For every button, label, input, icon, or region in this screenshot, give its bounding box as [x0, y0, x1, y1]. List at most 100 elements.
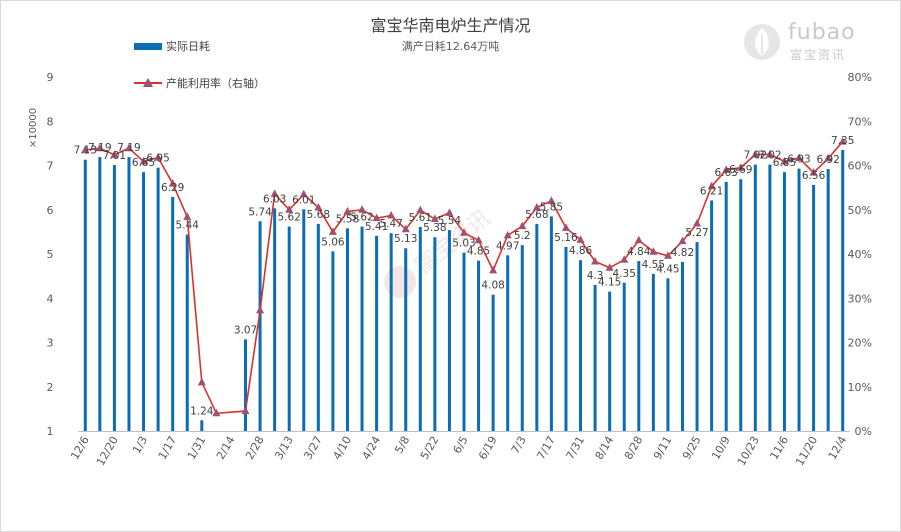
- x-tick-label: 1/17: [156, 434, 180, 462]
- utilization-marker-0: [81, 145, 90, 154]
- utilization-marker-15: [299, 189, 308, 198]
- data-label-38: 4.84: [627, 246, 651, 258]
- bar-30: [520, 245, 524, 431]
- utilization-marker-40: [663, 251, 672, 259]
- utilization-marker-52: [838, 137, 847, 145]
- utilization-marker-13: [270, 189, 279, 197]
- utilization-marker-45: [736, 163, 745, 171]
- bar-43: [710, 200, 714, 431]
- bar-36: [608, 291, 612, 431]
- y-right-tick-label: 70%: [848, 115, 872, 128]
- bar-14: [287, 226, 291, 431]
- data-label-47: 7.02: [758, 150, 781, 162]
- bar-3: [127, 157, 131, 431]
- data-label-36: 4.15: [598, 277, 621, 289]
- x-tick-label: 1/31: [185, 434, 209, 462]
- utilization-marker-43: [707, 181, 716, 190]
- x-tick-label: 6/5: [450, 434, 470, 456]
- data-label-43: 6.21: [700, 185, 723, 197]
- bar-31: [535, 223, 539, 431]
- bar-51: [826, 169, 830, 432]
- bar-35: [593, 284, 597, 431]
- utilization-marker-14: [285, 205, 294, 213]
- data-label-20: 5.41: [365, 221, 388, 233]
- bar-8: [200, 420, 204, 431]
- bar-34: [579, 260, 583, 431]
- x-tick-label: 3/27: [301, 434, 325, 462]
- x-tick-label: 1/3: [130, 434, 150, 456]
- utilization-marker-21: [387, 211, 396, 219]
- x-tick-label: 11/6: [767, 434, 791, 462]
- utilization-marker-42: [693, 218, 702, 227]
- bar-48: [782, 172, 786, 431]
- y-right-tick-label: 30%: [848, 292, 872, 305]
- bar-33: [564, 246, 568, 431]
- utilization-marker-37: [620, 255, 629, 263]
- logo-leaf-icon: [744, 24, 780, 60]
- bar-29: [506, 255, 510, 431]
- bar-45: [739, 179, 743, 431]
- data-label-16: 5.68: [307, 209, 330, 221]
- utilization-marker-11: [241, 406, 250, 415]
- legend-line-swatch: [134, 77, 162, 89]
- bar-32: [549, 216, 553, 431]
- bar-50: [812, 184, 816, 431]
- bar-37: [622, 282, 626, 431]
- x-tick-label: 11/20: [793, 434, 820, 468]
- utilization-marker-33: [561, 223, 570, 231]
- utilization-marker-28: [489, 265, 498, 274]
- x-tick-label: 3/13: [272, 434, 296, 462]
- data-label-15: 6.01: [292, 194, 315, 206]
- utilization-marker-18: [343, 207, 352, 215]
- data-label-46: 7.02: [744, 150, 767, 162]
- data-label-2: 7.01: [103, 150, 126, 162]
- x-tick-label: 9/25: [680, 434, 704, 462]
- bar-44: [724, 181, 728, 431]
- utilization-line: [85, 141, 844, 415]
- utilization-marker-5: [154, 153, 163, 161]
- data-label-41: 4.82: [671, 247, 694, 259]
- bar-24: [433, 237, 437, 431]
- bar-19: [360, 226, 364, 431]
- data-label-17: 5.06: [321, 236, 345, 248]
- y-multiplier-label: ×10000: [28, 108, 39, 148]
- x-tick-label: 2/14: [214, 434, 238, 462]
- data-label-1: 7.19: [88, 142, 111, 154]
- x-tick-label: 7/17: [534, 434, 558, 462]
- x-tick-label: 2/28: [243, 434, 267, 462]
- data-label-29: 4.97: [496, 240, 519, 252]
- utilization-marker-46: [751, 149, 760, 158]
- data-label-31: 5.68: [525, 209, 548, 221]
- logo-subtext: 富宝资讯: [790, 48, 847, 62]
- y-left-tick-label: 4: [47, 292, 54, 305]
- legend-line-label: 产能利用率（右轴）: [166, 77, 265, 90]
- utilization-marker-6: [168, 179, 177, 187]
- bar-18: [345, 228, 349, 431]
- x-tick-label: 12/6: [68, 434, 92, 462]
- utilization-marker-3: [124, 143, 133, 152]
- logo-text: fubao: [788, 20, 856, 45]
- bar-26: [462, 252, 466, 431]
- x-tick-label: 9/11: [651, 434, 675, 462]
- data-label-45: 6.69: [729, 164, 752, 176]
- bar-1: [98, 157, 102, 431]
- data-label-7: 5.44: [176, 220, 200, 232]
- bar-42: [695, 242, 699, 431]
- x-tick-label: 12/20: [94, 434, 121, 468]
- data-label-12: 5.74: [248, 206, 272, 218]
- bar-17: [331, 251, 335, 431]
- data-label-52: 7.35: [831, 135, 854, 147]
- x-tick-label: 10/9: [709, 434, 733, 462]
- data-label-48: 6.85: [773, 157, 796, 169]
- data-label-51: 6.92: [816, 154, 839, 166]
- data-label-13: 6.03: [263, 193, 286, 205]
- data-label-14: 5.62: [278, 212, 301, 224]
- utilization-marker-27: [474, 235, 483, 244]
- data-label-30: 5.2: [514, 230, 531, 242]
- data-label-34: 4.86: [569, 245, 593, 257]
- data-label-49: 6.93: [787, 154, 810, 166]
- utilization-marker-31: [532, 203, 541, 211]
- utilization-marker-29: [503, 230, 512, 239]
- data-label-11: 3.07: [234, 324, 257, 336]
